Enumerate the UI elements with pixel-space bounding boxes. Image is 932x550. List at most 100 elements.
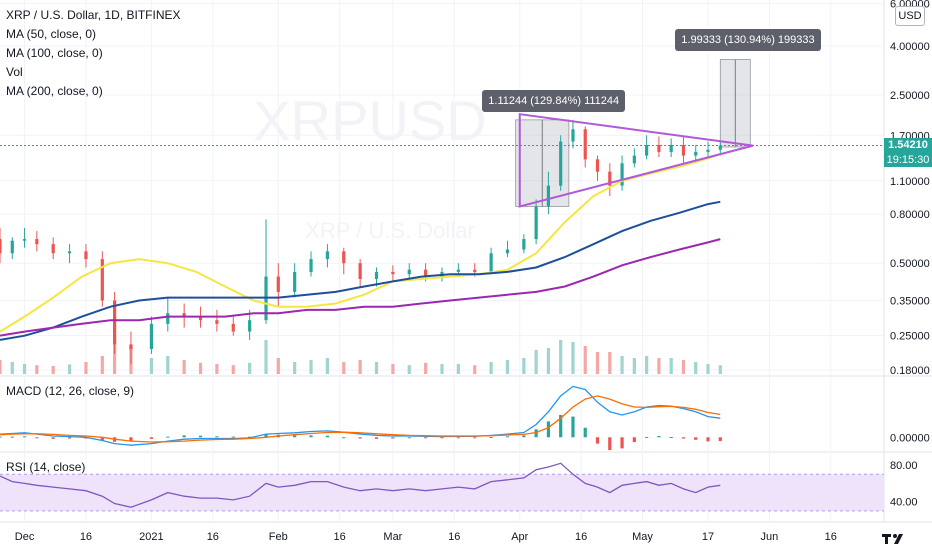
candle-body — [681, 144, 686, 156]
last-price-badge: 1.54210 19:15:30 — [884, 138, 932, 168]
price-tick-label: 0.35000 — [890, 296, 930, 308]
volume-bar — [358, 360, 362, 374]
macd-label[interactable]: MACD (12, 26, close, 9) — [6, 384, 135, 398]
macd-histogram-bar — [505, 436, 510, 438]
candle-body — [632, 155, 636, 164]
macd-histogram-bar — [534, 429, 538, 438]
volume-bar — [22, 364, 27, 374]
volume-bar — [264, 340, 268, 374]
candle-body — [10, 240, 14, 254]
macd-histogram-bar — [309, 435, 313, 438]
candle-body — [248, 320, 252, 332]
candle-body — [620, 163, 624, 186]
candle-body — [559, 141, 563, 186]
volume-bar — [342, 362, 346, 374]
candle-body — [522, 239, 526, 250]
volume-bar — [374, 362, 379, 374]
macd-histogram-bar — [718, 437, 722, 442]
macd-histogram-bar — [546, 421, 551, 438]
ma200-line — [0, 238, 721, 337]
volume-bar — [505, 360, 510, 374]
volume-bar — [632, 358, 636, 374]
candle-body — [595, 159, 600, 172]
candle-body — [456, 269, 460, 272]
volume-bar — [84, 362, 88, 374]
macd-legend[interactable]: MACD (12, 26, close, 9) — [6, 382, 134, 401]
macd-histogram-bar — [522, 435, 526, 438]
candle-body — [84, 251, 88, 260]
volume-bar — [293, 362, 297, 374]
candle-body — [534, 206, 538, 240]
macd-histogram-bar — [358, 437, 362, 439]
time-tick-label: Mar — [383, 531, 402, 543]
ma50-line — [0, 153, 721, 333]
tradingview-logo-icon[interactable] — [880, 530, 910, 546]
candle-body — [112, 300, 117, 345]
candle-body — [309, 259, 313, 272]
volume-bar — [522, 358, 526, 374]
volume-bar — [669, 358, 673, 374]
candle-body — [669, 144, 673, 152]
indicator-ma100-label[interactable]: MA (100, close, 0) — [6, 46, 103, 60]
last-price-value: 1.54210 — [888, 139, 928, 152]
macd-histogram-bar — [10, 436, 14, 438]
macd-histogram-bar — [149, 437, 154, 439]
candle-body — [608, 171, 612, 186]
macd-histogram-bar — [473, 437, 477, 439]
symbol-title[interactable]: XRP / U.S. Dollar, 1D, BITFINEX — [6, 8, 181, 22]
macd-histogram-bar — [264, 434, 268, 438]
macd-histogram-bar — [583, 427, 587, 438]
candle-body — [276, 276, 280, 292]
volume-bar — [424, 362, 428, 374]
candle-body — [35, 239, 39, 245]
volume-bar — [215, 364, 219, 374]
volume-bar — [149, 358, 154, 374]
candle-body — [166, 313, 170, 324]
rsi-legend[interactable]: RSI (14, close) — [6, 458, 85, 477]
price-tick-label: 1.10000 — [890, 176, 930, 188]
candle-body — [129, 344, 133, 350]
indicator-vol-label[interactable]: Vol — [6, 65, 23, 79]
ma100-line — [0, 200, 721, 341]
measure-tag-1: 1.11244 (129.84%) 111244 — [482, 89, 626, 112]
rsi-axis-label: 40.00 — [890, 497, 918, 509]
rsi-label[interactable]: RSI (14, close) — [6, 460, 86, 474]
currency-button[interactable]: USD — [895, 6, 925, 26]
price-tick-label: 0.80000 — [890, 209, 930, 221]
macd-histogram-bar — [231, 436, 235, 438]
volume-bar — [718, 365, 722, 374]
indicator-ma50-label[interactable]: MA (50, close, 0) — [6, 27, 97, 41]
macd-histogram-bar — [632, 437, 636, 443]
volume-bar — [407, 365, 411, 374]
time-tick-label: 16 — [207, 531, 219, 543]
candle-body — [374, 271, 379, 279]
candle-body — [67, 251, 72, 254]
macd-histogram-bar — [657, 436, 661, 438]
volume-bar — [473, 365, 477, 374]
volume-bar — [706, 364, 710, 374]
volume-bar — [571, 342, 575, 374]
macd-axis-label: 0.00000 — [890, 432, 930, 444]
candle-body — [215, 320, 219, 324]
candle-body — [51, 244, 55, 254]
volume-bar — [51, 366, 55, 374]
volume-bar — [694, 362, 698, 374]
macd-histogram-bar — [0, 436, 2, 438]
macd-histogram-bar — [620, 437, 624, 449]
candle-body — [0, 239, 2, 254]
macd-histogram-bar — [681, 437, 686, 439]
triangle-pattern — [518, 113, 754, 208]
time-tick-label: 16 — [80, 531, 92, 543]
volume-bar — [231, 365, 235, 374]
macd-histogram-bar — [440, 437, 444, 439]
macd-histogram-bar — [706, 437, 710, 442]
price-tick-label: 6.00000 — [890, 0, 930, 10]
macd-histogram-bar — [424, 437, 428, 439]
price-tick-label: 0.18000 — [890, 365, 930, 377]
volume-bar — [595, 352, 600, 374]
indicator-ma200-label[interactable]: MA (200, close, 0) — [6, 84, 103, 98]
chart-legend: XRP / U.S. Dollar, 1D, BITFINEX MA (50, … — [6, 6, 181, 101]
candle-body — [293, 271, 297, 292]
macd-histogram-bar — [293, 435, 297, 438]
